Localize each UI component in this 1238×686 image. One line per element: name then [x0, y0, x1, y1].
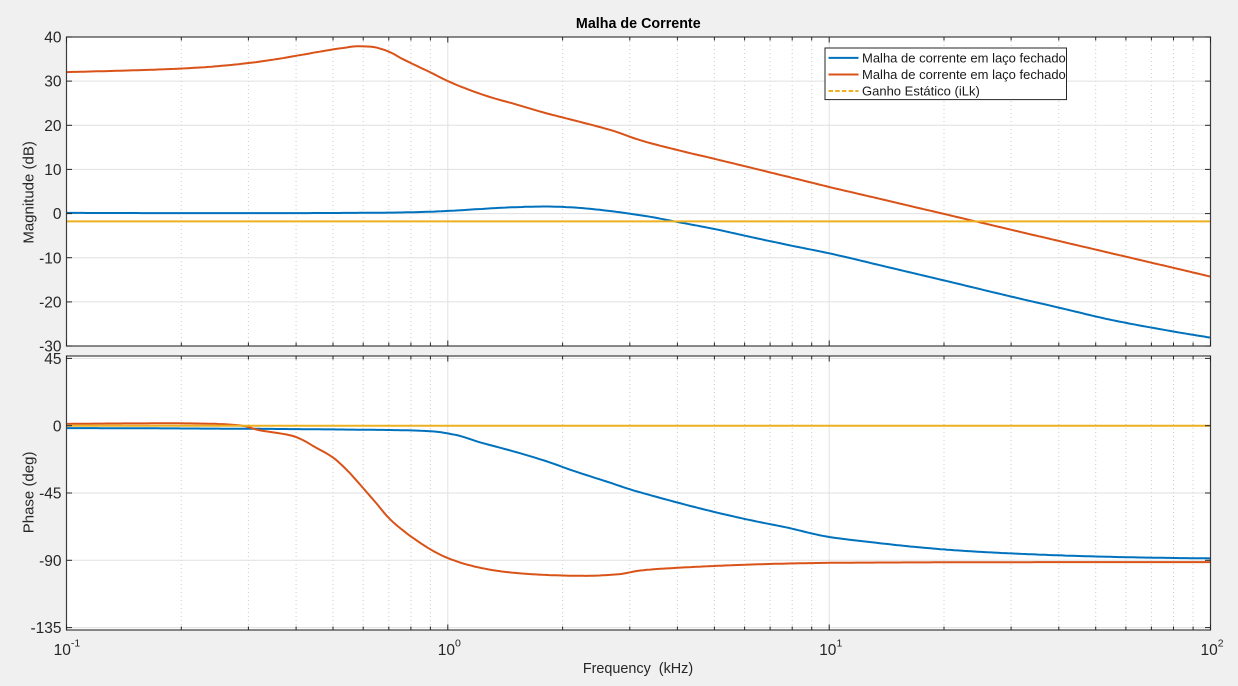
svg-text:Malha de corrente em laço fech: Malha de corrente em laço fechado	[862, 51, 1066, 66]
svg-text:45: 45	[44, 351, 61, 368]
svg-text:Magnitude (dB): Magnitude (dB)	[21, 141, 38, 244]
svg-text:-90: -90	[39, 553, 62, 570]
svg-text:Malha de Corrente: Malha de Corrente	[576, 16, 701, 32]
svg-text:-10: -10	[39, 250, 62, 267]
svg-text:Ganho Estático (iLk): Ganho Estático (iLk)	[862, 84, 980, 99]
svg-text:0: 0	[53, 206, 62, 223]
svg-text:-30: -30	[39, 339, 62, 356]
svg-text:30: 30	[44, 74, 62, 91]
svg-text:Phase (deg): Phase (deg)	[21, 452, 38, 534]
svg-text:40: 40	[44, 30, 62, 47]
svg-text:Frequency (kHz): Frequency (kHz)	[583, 661, 693, 677]
svg-text:Malha de corrente em laço fech: Malha de corrente em laço fechado	[862, 67, 1066, 82]
svg-text:10: 10	[44, 162, 62, 179]
svg-text:20: 20	[44, 118, 62, 135]
svg-text:0: 0	[53, 418, 62, 435]
svg-text:-135: -135	[30, 620, 61, 637]
svg-text:-20: -20	[39, 295, 62, 312]
svg-text:-45: -45	[39, 486, 61, 503]
